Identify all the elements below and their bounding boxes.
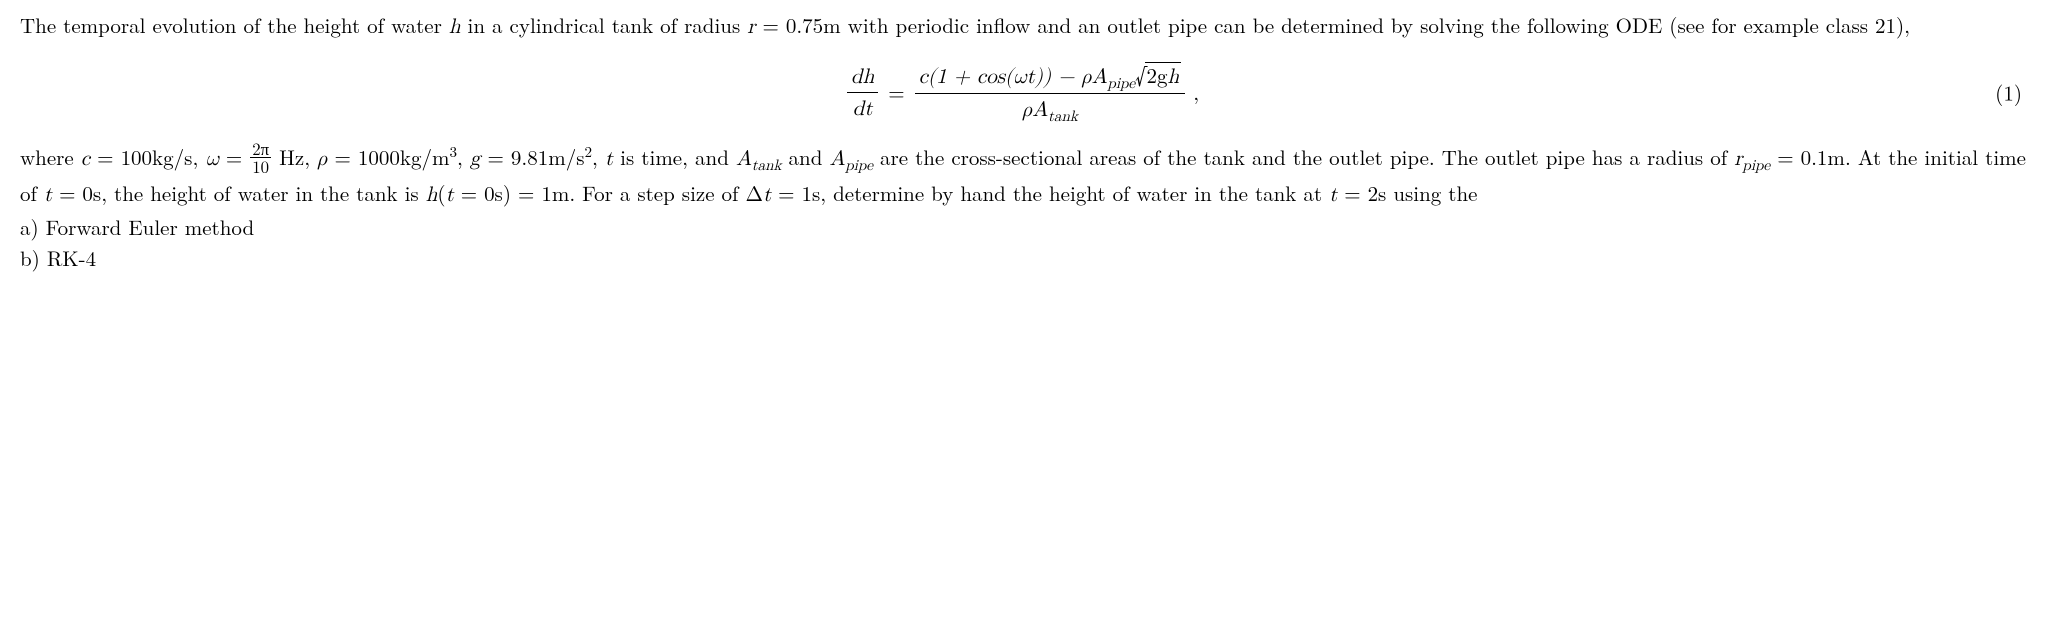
h0-value: 1m [541,178,569,208]
trailing-comma: , [1193,77,1199,109]
lhs-num: dh [851,67,874,88]
sep: , [457,142,470,172]
text: . For a step size of [569,178,745,208]
sep: , [304,142,317,172]
text: is time, and [613,142,736,172]
var-h: h [449,17,461,38]
var-r: r [747,17,755,38]
rhs-fraction: c(1 + cos(ωt)) − ρApipe√2gh ρAtank [915,62,1186,122]
equals: = [454,178,484,208]
text: in a cylindrical tank of radius [461,10,748,40]
c-value: 100kg/s [121,142,193,172]
equals: = [756,10,786,40]
lhs-den: dt [853,99,873,120]
A-pipe: Apipe [1092,67,1135,88]
text: where [20,142,81,172]
rhs-num-b: t)) − [1027,67,1082,88]
item-b: b) RK-4 [20,243,2026,275]
text: are the cross-sectional areas of the tan… [873,142,1734,172]
rho: ρ [1081,67,1091,88]
var-g: g [470,149,481,170]
var-rpipe: rpipe [1734,149,1770,170]
equation-number: (1) [1995,77,2022,109]
dt-value: 1s [801,178,820,208]
t2-value: 2s [1368,178,1387,208]
equals: = [219,142,249,172]
equals: = [888,77,904,109]
r-value: 0.75m [786,10,841,40]
equation-body: dh dt = c(1 + cos(ωt)) − ρApipe√2gh ρAta… [845,62,1201,122]
lhs-fraction: dh dt [847,63,878,122]
equals: = [511,178,541,208]
A-tank-2: Atank [736,149,782,170]
var-c: c [81,149,90,170]
h-arg-val: 0s [484,178,503,208]
text: using the [1386,178,1477,208]
text: with periodic inflow and an outlet pipe … [841,10,1910,40]
var-t: t [605,149,613,170]
omega-fraction: 2π10 [250,140,271,176]
rho-value: 1000kg/m3 [358,142,457,172]
equals: = [90,142,120,172]
omega: ω [1013,67,1026,88]
sep: , [192,142,205,172]
radical-icon: √ [1135,63,1146,91]
and: and [782,142,830,172]
text: , the height of water in the tank is [101,178,426,208]
A-tank: Atank [1032,100,1078,121]
open-paren: ( [437,178,445,208]
text: The temporal evolution of the height of … [20,10,449,40]
close-paren: ) [503,178,511,208]
omega-unit: Hz [272,142,304,172]
sqrt: √2gh [1135,62,1181,90]
params-paragraph: where c = 100kg/s, ω = 2π10 Hz, ρ = 1000… [20,142,2026,212]
sep: , [592,142,605,172]
equals: = [480,142,510,172]
t0-lhs: t [44,185,52,206]
var-rho: ρ [317,149,327,170]
sqrt-2g: 2g [1147,60,1168,90]
equals: = [327,142,357,172]
h-arg-t: t [446,185,454,206]
g-value: 9.81m/s2 [511,142,592,172]
delta-t: Δt [745,178,771,208]
rhs-num-a: c(1 + cos( [919,67,1014,88]
text: , determine by hand the height of water … [820,178,1329,208]
A-pipe-2: Apipe [829,149,872,170]
item-a: a) Forward Euler method [20,212,2026,244]
var-omega: ω [205,149,218,170]
intro-paragraph: The temporal evolution of the height of … [20,10,2026,44]
t2-lhs: t [1329,185,1337,206]
equals: = [1337,178,1367,208]
equals: = [1770,142,1800,172]
rpipe-value: 0.1m [1801,142,1845,172]
equals: = [771,178,801,208]
den-rho: ρ [1022,100,1032,121]
equals: = [52,178,82,208]
h-func: h [426,185,438,206]
t0-value: 0s [82,178,101,208]
sqrt-h: h [1168,67,1180,88]
equation-1: dh dt = c(1 + cos(ωt)) − ρApipe√2gh ρAta… [20,58,2026,128]
